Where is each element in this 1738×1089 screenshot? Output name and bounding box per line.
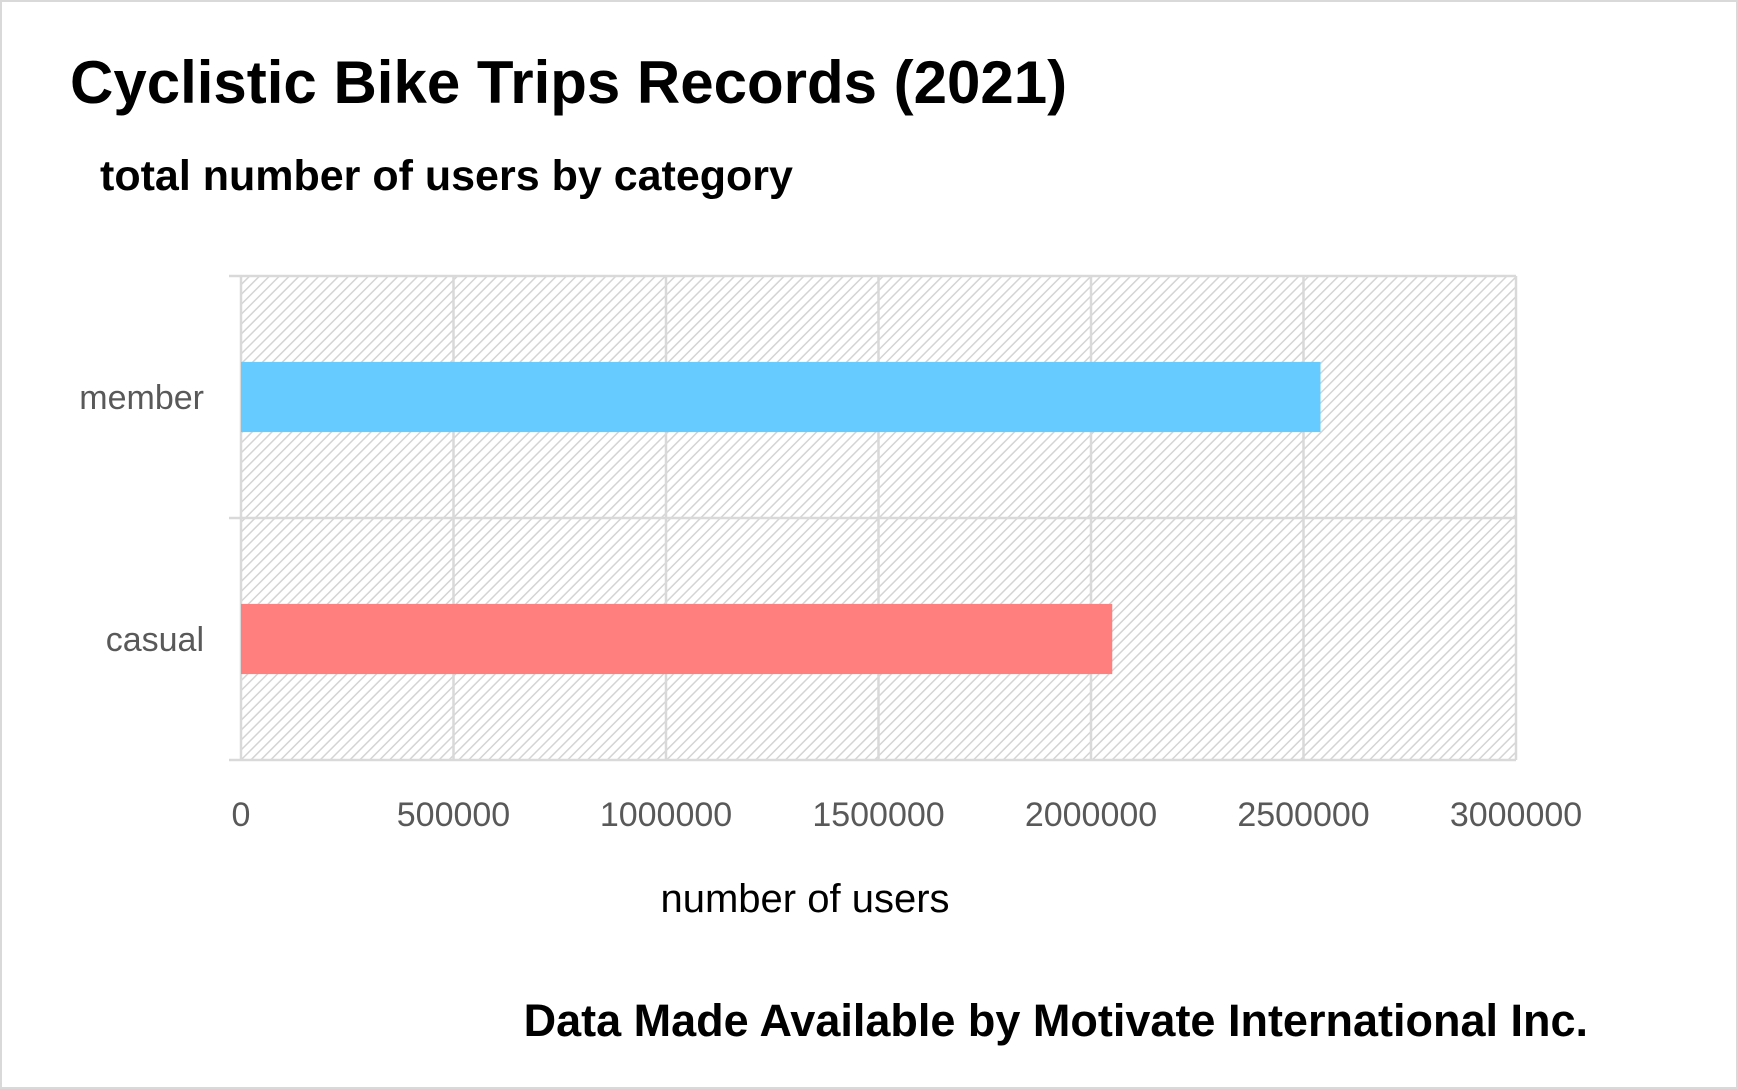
category-labels: member casual bbox=[79, 379, 204, 659]
x-axis-label: number of users bbox=[660, 877, 949, 921]
bars bbox=[241, 361, 1321, 675]
bar-member bbox=[241, 361, 1321, 433]
category-label-casual: casual bbox=[106, 621, 204, 659]
x-tick-label: 0 bbox=[232, 796, 251, 834]
x-tick-label: 2500000 bbox=[1237, 796, 1369, 834]
x-tick-label: 500000 bbox=[397, 796, 510, 834]
x-tick-label: 1500000 bbox=[812, 796, 944, 834]
chart-subtitle: total number of users by category bbox=[100, 152, 793, 200]
x-tick-labels: 0 500000 1000000 1500000 2000000 2500000 30000… bbox=[232, 796, 1583, 834]
chart-title: Cyclistic Bike Trips Records (2021) bbox=[70, 49, 1068, 116]
x-tick-label: 2000000 bbox=[1025, 796, 1157, 834]
x-tick-label: 1000000 bbox=[600, 796, 732, 834]
bar-casual bbox=[241, 603, 1113, 675]
source-note: Data Made Available by Motivate Internat… bbox=[523, 995, 1588, 1046]
x-tick-label: 3000000 bbox=[1450, 796, 1582, 834]
gridlines bbox=[229, 274, 1518, 762]
category-label-member: member bbox=[79, 379, 204, 417]
